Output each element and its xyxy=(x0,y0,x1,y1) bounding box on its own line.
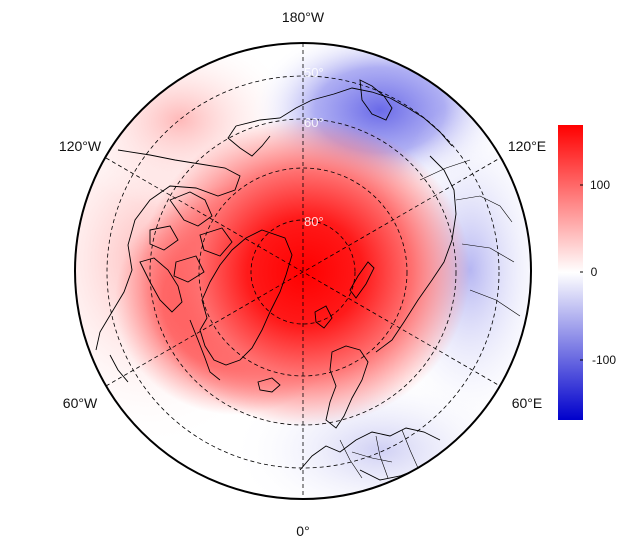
lon-label-lower-left: 60°W xyxy=(63,395,98,411)
colorbar: 100 0 -100 xyxy=(558,125,616,420)
greenland-coast xyxy=(199,229,293,366)
svalbard xyxy=(314,305,333,329)
meridian-120w-60e xyxy=(105,157,501,387)
lon-label-upper-right: 120°E xyxy=(508,138,546,154)
lon-label-lower-right: 60°E xyxy=(512,395,543,411)
scandinavia xyxy=(325,345,369,429)
graticule xyxy=(105,43,501,499)
lon-label-bottom: 0° xyxy=(296,523,309,539)
lat-label-80: 80° xyxy=(304,214,324,229)
north-america-coast xyxy=(95,149,241,383)
europe-borders xyxy=(339,429,419,479)
iceland xyxy=(257,377,281,393)
anomaly-field xyxy=(75,43,531,499)
lat-circle-50 xyxy=(106,75,500,469)
novaya-zemlya xyxy=(349,261,375,299)
lat-circle-80 xyxy=(250,219,356,325)
lat-label-50: 50° xyxy=(304,65,324,80)
kamchatka xyxy=(359,79,393,121)
colorbar-label-100: 100 xyxy=(590,178,610,192)
lat-label-60: 60° xyxy=(304,115,324,130)
labrador-coast xyxy=(189,319,221,381)
red-region-pole xyxy=(140,117,470,427)
colorbar-label-neg100: -100 xyxy=(592,353,616,367)
asia-interior-borders xyxy=(419,159,521,317)
hudson-bay xyxy=(139,257,183,313)
colorbar-label-0: 0 xyxy=(591,265,598,279)
canadian-archipelago xyxy=(149,191,233,283)
lon-label-upper-left: 120°W xyxy=(59,138,102,154)
map-boundary xyxy=(74,42,532,500)
colorbar-gradient xyxy=(558,125,583,420)
lon-label-top: 180°W xyxy=(282,9,325,25)
alaska-coast xyxy=(227,125,271,157)
